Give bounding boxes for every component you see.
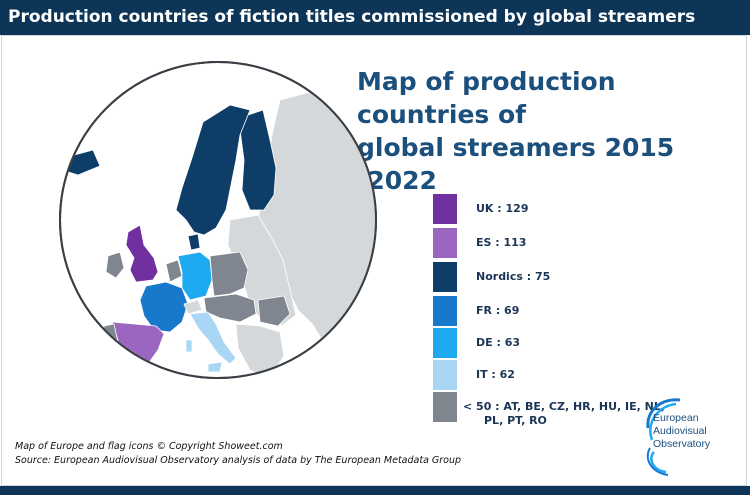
logo-swirl-icon (646, 398, 681, 476)
observatory-logo: European Audiovisual Observatory (638, 392, 734, 476)
legend-swatch (433, 392, 457, 422)
country-italy (189, 311, 237, 365)
logo-text-line-2: Audiovisual (653, 425, 707, 437)
legend-label: FR : 69 (476, 304, 520, 317)
country-norway-sweden (175, 104, 251, 236)
legend-swatch (433, 296, 457, 326)
source-note: Source: European Audiovisual Observatory… (15, 455, 462, 466)
country-italy-islands (185, 339, 223, 373)
legend-swatch (433, 328, 457, 358)
legend-label: IT : 62 (476, 368, 515, 381)
content-frame (1, 35, 747, 486)
map-credit: Map of Europe and flag icons © Copyright… (15, 441, 283, 452)
country-poland-czech (209, 251, 249, 297)
legend-label: < 50 : AT, BE, CZ, HR, HU, IE, NL, (463, 400, 666, 413)
page-footer-bar (0, 486, 750, 495)
legend-swatch (433, 262, 457, 292)
legend-label: Nordics : 75 (476, 270, 551, 283)
country-switzerland (183, 299, 203, 315)
legend-swatch (433, 360, 457, 390)
legend-swatch (433, 228, 457, 258)
country-uk (125, 224, 159, 283)
legend-swatch (433, 194, 457, 224)
country-denmark (187, 233, 201, 251)
legend-label-continued: PL, PT, RO (484, 414, 547, 427)
logo-text-line-3: Observatory (653, 438, 711, 450)
country-germany (177, 251, 213, 301)
country-romania (257, 295, 291, 327)
country-france (139, 281, 189, 333)
legend-label: ES : 113 (476, 236, 527, 249)
map-title-line-2: global streamers 2015 -2022 (357, 133, 675, 195)
logo-text-line-1: European (653, 412, 699, 424)
europe-map (59, 61, 377, 379)
map-title: Map of production countries of global st… (357, 65, 737, 197)
header-title: Production countries of fiction titles c… (8, 7, 696, 27)
legend-label: DE : 63 (476, 336, 521, 349)
page-header: Production countries of fiction titles c… (0, 0, 750, 35)
country-ireland (105, 251, 125, 279)
map-title-line-1: Map of production countries of (357, 67, 616, 129)
country-finland (239, 109, 277, 211)
legend-label: UK : 129 (476, 202, 529, 215)
